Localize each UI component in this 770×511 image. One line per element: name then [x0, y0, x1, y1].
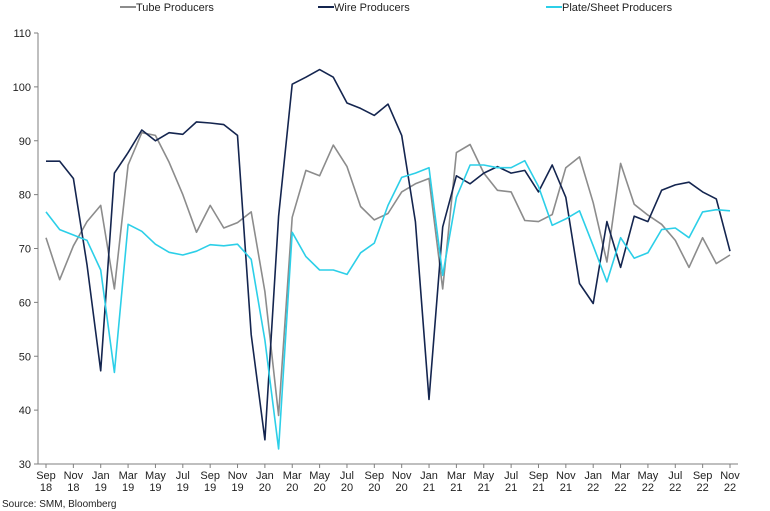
x-tick-year: 20 — [313, 482, 325, 494]
x-tick-year: 22 — [724, 482, 736, 494]
x-tick-label: May 20 — [309, 470, 330, 494]
x-tick-label: Nov 19 — [228, 470, 248, 494]
source-note: Source: SMM, Bloomberg — [2, 499, 117, 510]
x-tick-year: 21 — [423, 482, 435, 494]
x-tick-month: Nov — [392, 470, 412, 482]
x-tick-month: Mar — [119, 470, 138, 482]
x-tick-year: 22 — [697, 482, 709, 494]
x-tick-label: Jan 22 — [584, 470, 602, 494]
x-tick-month: Nov — [228, 470, 248, 482]
x-tick-label: Jul 22 — [668, 470, 682, 494]
x-tick-label: Mar 20 — [283, 470, 302, 494]
legend-label-wire-producers: Wire Producers — [334, 2, 410, 14]
y-axis: 30 40 50 60 70 80 90 100 110 — [13, 28, 39, 471]
x-tick-month: May — [145, 470, 166, 482]
x-tick-year: 21 — [478, 482, 490, 494]
x-tick-label: Sep 21 — [529, 470, 549, 494]
y-tick-label: 60 — [19, 297, 31, 309]
x-tick-year: 19 — [204, 482, 216, 494]
series-line-tube-producers — [45, 131, 731, 417]
x-tick-label: Sep 18 — [36, 470, 56, 494]
x-tick-year: 19 — [231, 482, 243, 494]
legend: Tube Producers Wire Producers Plate/Sheet … — [120, 2, 673, 14]
x-tick-month: Mar — [283, 470, 302, 482]
x-tick-month: Mar — [447, 470, 466, 482]
x-tick-year: 20 — [396, 482, 408, 494]
x-tick-month: Jan — [92, 470, 110, 482]
legend-label-plate-sheet-producers: Plate/Sheet Producers — [562, 2, 673, 14]
x-tick-month: Jul — [176, 470, 190, 482]
x-tick-month: Sep — [365, 470, 385, 482]
x-tick-month: Jul — [504, 470, 518, 482]
x-tick-month: May — [309, 470, 330, 482]
x-tick-year: 22 — [642, 482, 654, 494]
x-tick-year: 21 — [450, 482, 462, 494]
x-tick-month: Sep — [36, 470, 56, 482]
x-tick-label: Jan 21 — [420, 470, 438, 494]
y-tick-label: 100 — [13, 82, 31, 94]
x-tick-year: 19 — [177, 482, 189, 494]
x-tick-year: 21 — [560, 482, 572, 494]
x-tick-month: Sep — [529, 470, 549, 482]
x-tick-year: 19 — [149, 482, 161, 494]
x-tick-month: Sep — [200, 470, 220, 482]
x-tick-month: Jul — [668, 470, 682, 482]
x-tick-month: Jan — [256, 470, 274, 482]
x-tick-month: Nov — [64, 470, 84, 482]
x-tick-label: Mar 19 — [119, 470, 138, 494]
series-line-wire-producers — [46, 68, 731, 441]
x-tick-month: Nov — [556, 470, 576, 482]
x-tick-year: 20 — [286, 482, 298, 494]
series-line-plate-sheet-producers — [45, 159, 731, 450]
x-tick-year: 22 — [669, 482, 681, 494]
x-tick-label: May 22 — [638, 470, 659, 494]
x-tick-year: 22 — [614, 482, 626, 494]
x-tick-month: Sep — [693, 470, 713, 482]
x-tick-month: Jan — [420, 470, 438, 482]
y-tick-label: 70 — [19, 244, 31, 256]
y-tick-label: 40 — [19, 405, 31, 417]
x-tick-label: May 19 — [145, 470, 166, 494]
x-tick-year: 19 — [122, 482, 134, 494]
x-tick-month: Mar — [611, 470, 630, 482]
x-tick-label: Mar 22 — [611, 470, 630, 494]
x-tick-label: May 21 — [473, 470, 494, 494]
y-tick-label: 50 — [19, 351, 31, 363]
x-tick-label: Sep 22 — [693, 470, 713, 494]
legend-label-tube-producers: Tube Producers — [136, 2, 214, 14]
x-tick-year: 18 — [40, 482, 52, 494]
x-tick-month: Jan — [584, 470, 602, 482]
y-tick-label: 90 — [19, 136, 31, 148]
x-tick-label: Nov 22 — [720, 470, 740, 494]
x-tick-label: Jul 21 — [504, 470, 518, 494]
x-tick-year: 20 — [341, 482, 353, 494]
x-tick-year: 21 — [532, 482, 544, 494]
x-tick-label: Jul 19 — [176, 470, 190, 494]
y-tick-label: 30 — [19, 459, 31, 471]
x-tick-label: Nov 18 — [64, 470, 84, 494]
series-layer — [45, 68, 731, 450]
x-tick-label: Nov 20 — [392, 470, 412, 494]
y-tick-label: 110 — [13, 28, 31, 40]
x-tick-year: 20 — [368, 482, 380, 494]
x-tick-label: Sep 19 — [200, 470, 220, 494]
y-tick-label: 80 — [19, 190, 31, 202]
x-tick-label: Nov 21 — [556, 470, 576, 494]
x-tick-month: May — [638, 470, 659, 482]
x-tick-month: May — [473, 470, 494, 482]
x-tick-label: Jan 20 — [256, 470, 274, 494]
x-tick-year: 19 — [95, 482, 107, 494]
x-tick-year: 20 — [259, 482, 271, 494]
x-tick-month: Nov — [720, 470, 740, 482]
x-tick-label: Jul 20 — [340, 470, 354, 494]
x-tick-year: 18 — [67, 482, 79, 494]
x-tick-label: Jan 19 — [92, 470, 110, 494]
x-tick-month: Jul — [340, 470, 354, 482]
x-tick-label: Mar 21 — [447, 470, 466, 494]
x-tick-year: 22 — [587, 482, 599, 494]
x-tick-year: 21 — [505, 482, 517, 494]
x-tick-label: Sep 20 — [365, 470, 385, 494]
